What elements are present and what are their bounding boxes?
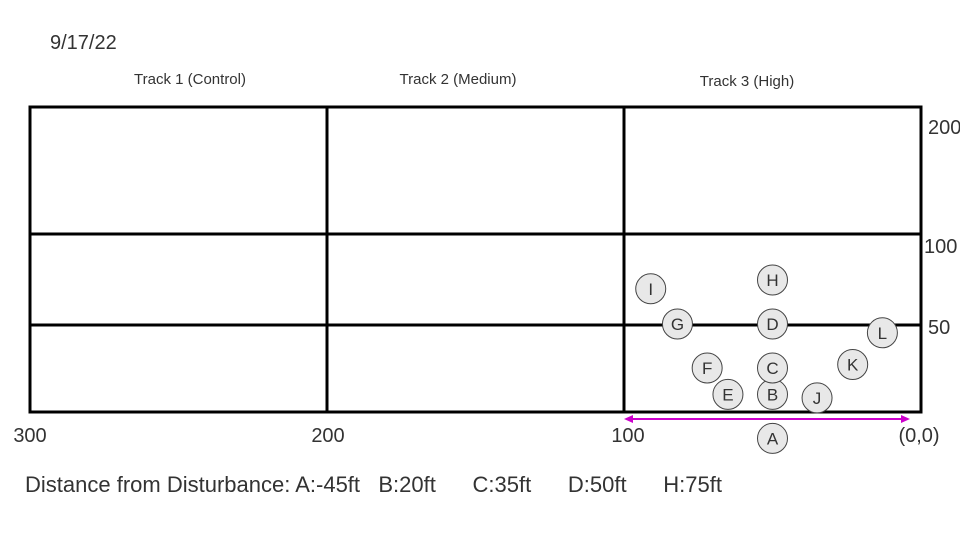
marker-label: G <box>671 315 684 334</box>
marker-circle <box>757 352 788 384</box>
track-2-header: Track 2 (Medium) <box>400 71 517 88</box>
marker-circle <box>757 308 788 340</box>
x-tick-origin: (0,0) <box>898 425 939 447</box>
distance-caption: Distance from Disturbance: A:-45ft B:20f… <box>25 472 722 497</box>
marker-label: A <box>767 429 779 448</box>
track-3-header: Track 3 (High) <box>700 73 794 90</box>
y-tick-50: 50 <box>928 317 950 339</box>
distance-arrow-left-head <box>624 415 633 423</box>
marker-label: F <box>702 359 712 378</box>
marker-circle <box>866 317 898 349</box>
y-tick-200: 200 <box>928 117 960 139</box>
marker-label: I <box>648 280 653 299</box>
marker-circle <box>635 273 667 305</box>
marker-k: K <box>837 348 869 380</box>
marker-d: D <box>757 308 788 340</box>
distance-arrow <box>624 415 910 423</box>
x-tick-300: 300 <box>13 425 46 447</box>
marker-h: H <box>757 264 788 296</box>
marker-e: E <box>712 378 744 410</box>
marker-circle <box>691 352 723 384</box>
marker-a: A <box>757 422 788 454</box>
marker-label: K <box>847 355 859 374</box>
marker-g: G <box>661 308 693 340</box>
date-label: 9/17/22 <box>50 32 117 54</box>
marker-label: C <box>766 359 778 378</box>
marker-label: H <box>766 271 778 290</box>
marker-circle <box>757 422 788 454</box>
marker-circle <box>801 382 833 414</box>
marker-circle <box>757 264 788 296</box>
marker-circle <box>837 348 869 380</box>
distance-arrow-right-head <box>901 415 910 423</box>
marker-label: B <box>767 385 778 404</box>
marker-i: I <box>635 273 667 305</box>
marker-c: C <box>757 352 788 384</box>
marker-l: L <box>866 317 898 349</box>
marker-j: J <box>801 382 833 414</box>
marker-b: B <box>757 378 788 410</box>
marker-f: F <box>691 352 723 384</box>
marker-circle <box>712 378 744 410</box>
y-tick-100: 100 <box>924 236 957 258</box>
track-1-header: Track 1 (Control) <box>134 71 246 88</box>
marker-label: E <box>722 385 733 404</box>
markers: A BC D EF G H I J KL <box>635 264 898 454</box>
marker-label: D <box>766 315 778 334</box>
grid-border <box>28 105 923 414</box>
marker-circle <box>661 308 693 340</box>
x-tick-200: 200 <box>311 425 344 447</box>
marker-label: J <box>813 389 822 408</box>
x-tick-100: 100 <box>611 425 644 447</box>
marker-label: L <box>878 324 887 343</box>
